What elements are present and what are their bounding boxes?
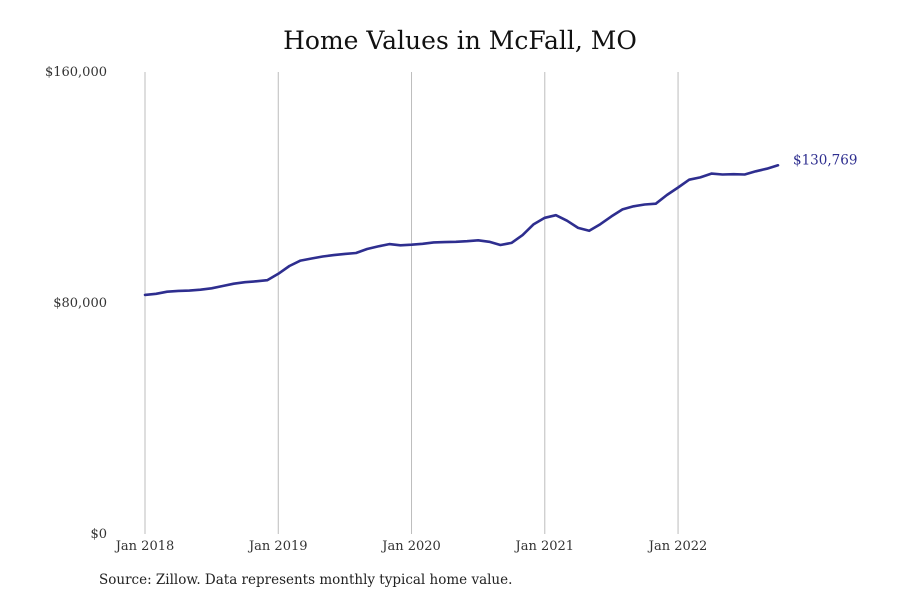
chart-title: Home Values in McFall, MO (283, 26, 637, 55)
y-tick-label: $80,000 (53, 296, 107, 311)
x-tick-label: Jan 2019 (247, 539, 308, 554)
x-tick-label: Jan 2021 (514, 539, 575, 554)
x-axis-ticks: Jan 2018 Jan 2019 Jan 2020 Jan 2021 Jan 2022 (114, 539, 708, 554)
gridlines (144, 72, 679, 534)
x-tick-label: Jan 2020 (380, 539, 441, 554)
y-axis-ticks: $0 $80,000 $160,000 (45, 65, 107, 542)
x-tick-label: Jan 2018 (114, 539, 175, 554)
x-tick-label: Jan 2022 (647, 539, 708, 554)
series-layer (143, 164, 780, 297)
y-tick-label: $160,000 (45, 65, 107, 80)
home-value-line (143, 164, 780, 297)
end-value-label: $130,769 (793, 152, 857, 168)
y-tick-label: $0 (90, 527, 107, 542)
end-label-layer: $130,769 (793, 152, 857, 168)
source-note: Source: Zillow. Data represents monthly … (99, 572, 513, 588)
